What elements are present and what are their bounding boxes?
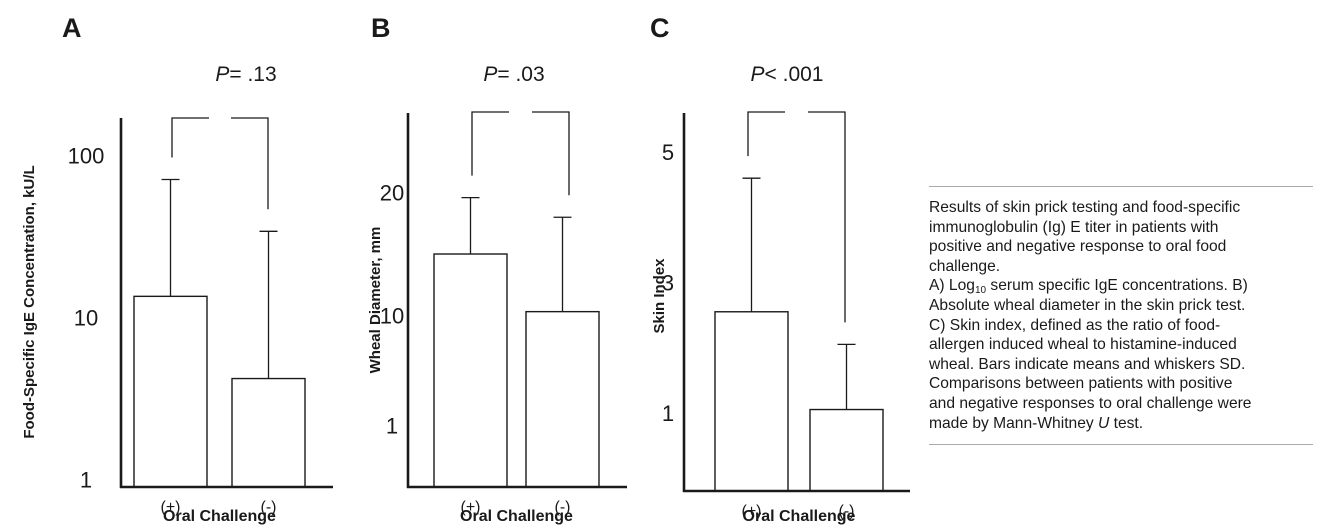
caption-line: wheal. Bars indicate means and whiskers … — [929, 355, 1246, 373]
significance-bracket-right — [231, 117, 269, 210]
caption-last-prefix: made by Mann-Whitney — [929, 414, 1099, 432]
p-value-text: < .001 — [765, 63, 824, 86]
x-category-label: (-) — [839, 503, 855, 520]
x-category-label: (+) — [742, 503, 762, 520]
caption-line: challenge. — [929, 257, 1001, 275]
bar — [714, 311, 789, 492]
significance-bracket-right — [808, 111, 846, 323]
bar — [433, 253, 508, 488]
caption-log-suffix: serum specific IgE concentrations. B) — [986, 277, 1248, 295]
caption-line: Comparisons between patients with positi… — [929, 375, 1233, 393]
p-symbol: P — [215, 63, 229, 86]
caption-log-subscript: 10 — [974, 285, 987, 297]
caption-line: Absolute wheal diameter in the skin pric… — [929, 296, 1246, 314]
y-axis-label: Skin Index — [651, 258, 668, 334]
p-value-text: = .13 — [229, 63, 276, 86]
chart-panel-a: A P= .13 Food-Specific IgE Concentration, … — [21, 13, 333, 525]
bar — [231, 377, 306, 488]
caption-last-suffix: test. — [1109, 414, 1144, 432]
x-category-label: (-) — [261, 499, 277, 516]
caption-line: allergen induced wheal to histamine-indu… — [929, 336, 1237, 354]
y-tick-label: 1 — [386, 414, 398, 439]
panel-letter: A — [62, 13, 82, 43]
p-value: P< .001 — [751, 63, 824, 86]
caption-line: immunoglobulin (Ig) E titer in patients … — [929, 218, 1219, 236]
p-value: P= .13 — [215, 63, 276, 86]
caption-line-last: made by Mann-Whitney U test. — [929, 414, 1313, 434]
significance-bracket-left — [471, 111, 509, 176]
x-category-label: (+) — [161, 499, 181, 516]
caption-line: positive and negative response to oral f… — [929, 238, 1227, 256]
caption-line: and negative responses to oral challenge… — [929, 394, 1252, 412]
p-value: P= .03 — [483, 63, 544, 86]
caption-line-log: A) Log10 serum specific IgE concentratio… — [929, 276, 1313, 296]
significance-bracket-left — [747, 111, 785, 157]
chart-panel-c: C P< .001 Skin Index 1 3 5 (+) (-)Oral Challeng… — [650, 13, 910, 525]
x-axis-label: Oral Challenge — [460, 508, 573, 525]
bar — [809, 408, 884, 492]
y-tick-label: 1 — [80, 468, 92, 493]
panel-letter: B — [371, 13, 391, 43]
bar — [525, 310, 600, 488]
y-axis-label: Wheal Diameter, mm — [367, 227, 384, 374]
caption-line: Results of skin prick testing and food-s… — [929, 199, 1241, 216]
x-axis-label: Oral Challenge — [163, 508, 276, 525]
x-category-label: (+) — [461, 499, 481, 516]
y-tick-label: 1 — [662, 401, 674, 426]
caption-log-prefix: A) Log — [929, 277, 975, 295]
x-category-label: (-) — [555, 499, 571, 516]
p-value-text: = .03 — [497, 63, 544, 86]
caption-last-italic: U — [1098, 414, 1110, 432]
y-tick-label: 3 — [662, 270, 674, 295]
figure-caption: Results of skin prick testing and food-s… — [929, 186, 1313, 446]
y-tick-label: 100 — [68, 143, 105, 168]
bar — [133, 295, 208, 488]
chart-panel-b: B P= .03 Wheal Diameter, mm 1 10 20 (+) (-)Oral… — [367, 13, 627, 525]
significance-bracket-left — [171, 117, 209, 158]
y-tick-label: 20 — [380, 181, 404, 206]
y-axis-label: Food-Specific IgE Concentration, kU/L — [21, 165, 38, 438]
y-tick-label: 10 — [74, 305, 98, 330]
caption-line: C) Skin index, defined as the ratio of f… — [929, 316, 1221, 334]
p-symbol: P — [483, 63, 497, 86]
y-tick-label: 10 — [380, 303, 404, 328]
significance-bracket-right — [532, 111, 570, 196]
x-axis-label: Oral Challenge — [743, 508, 856, 525]
p-symbol: P — [751, 63, 765, 86]
panel-letter: C — [650, 13, 670, 43]
y-tick-label: 5 — [662, 140, 674, 165]
